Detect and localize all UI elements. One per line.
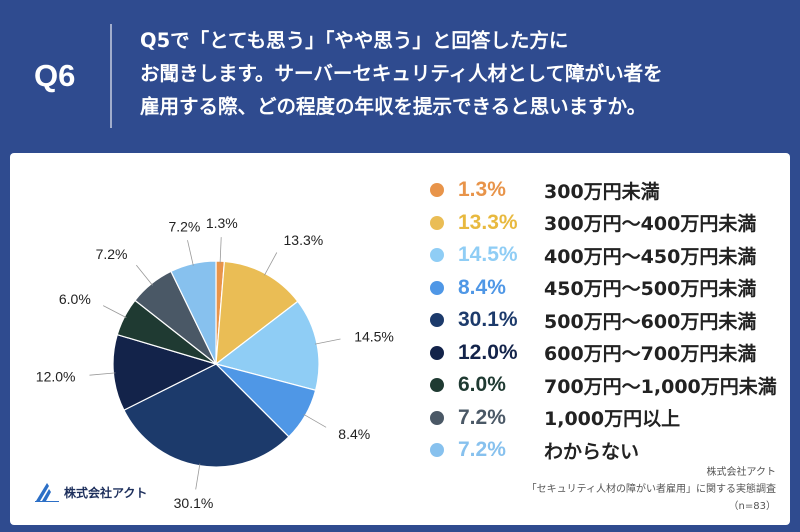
pie-data-label: 7.2%: [96, 246, 128, 262]
legend-swatch: [430, 345, 444, 360]
question-header: Q6 Q5で「とても思う」「やや思う」と回答した方に お聞きします。サーバーセキ…: [0, 0, 800, 152]
legend-item: 7.2% 1,000万円以上: [430, 403, 680, 433]
legend-item: 12.0% 600万円～700万円未満: [430, 338, 756, 368]
question-line: Q5で「とても思う」「やや思う」と回答した方に: [140, 29, 569, 52]
legend-percent: 6.0%: [458, 373, 506, 396]
logo-mark-icon: [35, 483, 59, 502]
legend-label: わからない: [544, 440, 640, 463]
leader-line: [103, 305, 127, 318]
legend-item: 6.0% 700万円～1,000万円未満: [430, 370, 777, 400]
legend-item: 1.3% 300万円未満: [430, 175, 660, 205]
legend-percent: 8.4%: [458, 275, 506, 299]
legend-label: 300万円未満: [544, 180, 660, 203]
legend-percent: 30.1%: [458, 308, 518, 331]
chart-panel: 1.3% 13.3% 14.5% 8.4% 30.1% 12.0% 6.0% 7.2% 7.2%…: [10, 153, 790, 525]
leader-line: [219, 237, 222, 264]
legend-label: 500万円～600万円未満: [544, 310, 757, 333]
company-logo: 株式会社アクト: [34, 482, 147, 502]
leader-line: [135, 264, 153, 286]
legend-label: 450万円～500万円未満: [544, 278, 757, 300]
leader-line: [264, 252, 278, 276]
leader-line: [89, 372, 116, 376]
legend-percent: 1.3%: [458, 178, 506, 201]
leader-line: [303, 413, 327, 428]
legend-item: 7.2% わからない: [430, 435, 639, 465]
header-divider: [110, 24, 112, 128]
source-line: 株式会社アクト: [706, 467, 777, 478]
question-line: 雇用する際、どの程度の年収を提示できると思いますか。: [140, 95, 647, 118]
pie-data-label: 8.4%: [338, 426, 370, 442]
leader-line: [187, 240, 194, 266]
pie-data-label: 6.0%: [59, 291, 91, 307]
legend-label: 400万円～450万円未満: [544, 245, 757, 268]
legend-swatch: [430, 378, 444, 392]
pie-data-label: 1.3%: [206, 215, 238, 231]
legend-swatch: [430, 248, 444, 262]
source-note: 株式会社アクト 「セキュリティ人材の障がい者雇用」に関する実態調査 （n=83）: [527, 464, 776, 515]
legend-swatch: [430, 443, 444, 457]
legend-swatch: [430, 183, 444, 197]
question-line: お聞きします。サーバーセキュリティ人材として障がい者を: [140, 62, 663, 85]
pie-data-label: 30.1%: [174, 495, 214, 511]
pie-data-label: 7.2%: [168, 219, 200, 235]
leader-line: [195, 463, 201, 490]
legend-item: 30.1% 500万円～600万円未満: [430, 305, 756, 335]
legend-percent: 7.2%: [458, 438, 506, 461]
legend-swatch: [430, 215, 444, 230]
question-number: Q6: [34, 58, 76, 93]
legend-swatch: [430, 280, 444, 295]
legend-percent: 13.3%: [458, 210, 518, 234]
question-text: Q5で「とても思う」「やや思う」と回答した方に お聞きします。サーバーセキュリテ…: [140, 24, 780, 123]
leader-line: [314, 338, 341, 345]
logo-text: 株式会社アクト: [64, 485, 148, 500]
legend-label: 1,000万円以上: [544, 408, 681, 430]
pie-data-label: 14.5%: [354, 328, 394, 344]
pie-chart: 1.3% 13.3% 14.5% 8.4% 30.1% 12.0% 6.0% 7.2% 7.2%: [36, 215, 394, 511]
source-line: 「セキュリティ人材の障がい者雇用」に関する実態調査: [526, 484, 776, 495]
legend-swatch: [430, 410, 444, 425]
legend-percent: 7.2%: [458, 405, 506, 429]
legend-item: 8.4% 450万円～500万円未満: [430, 273, 756, 303]
legend-label: 600万円～700万円未満: [544, 343, 757, 365]
legend-item: 13.3% 300万円～400万円未満: [430, 208, 756, 238]
legend-swatch: [430, 313, 444, 327]
pie-data-label: 13.3%: [284, 232, 324, 248]
legend-label: 700万円～1,000万円未満: [544, 375, 777, 398]
legend-percent: 12.0%: [458, 340, 518, 364]
legend-percent: 14.5%: [458, 243, 518, 266]
legend-label: 300万円～400万円未満: [544, 213, 757, 235]
legend-item: 14.5% 400万円～450万円未満: [430, 240, 756, 270]
source-line: （n=83）: [728, 501, 776, 512]
pie-data-label: 12.0%: [36, 368, 76, 384]
